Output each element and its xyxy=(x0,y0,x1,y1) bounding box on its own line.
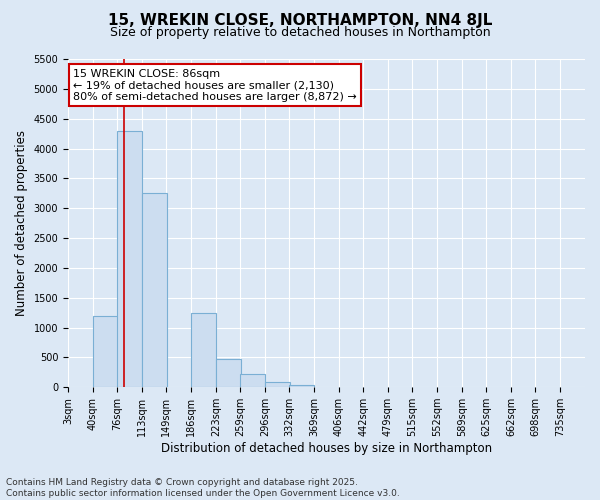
Text: 15, WREKIN CLOSE, NORTHAMPTON, NN4 8JL: 15, WREKIN CLOSE, NORTHAMPTON, NN4 8JL xyxy=(108,12,492,28)
Bar xyxy=(191,312,216,387)
Bar xyxy=(240,374,265,387)
Bar xyxy=(117,130,142,387)
Bar xyxy=(142,194,167,387)
Text: 15 WREKIN CLOSE: 86sqm
← 19% of detached houses are smaller (2,130)
80% of semi-: 15 WREKIN CLOSE: 86sqm ← 19% of detached… xyxy=(73,69,357,102)
Bar xyxy=(216,358,241,387)
Bar xyxy=(289,386,314,387)
X-axis label: Distribution of detached houses by size in Northampton: Distribution of detached houses by size … xyxy=(161,442,492,455)
Bar xyxy=(265,382,290,387)
Text: Size of property relative to detached houses in Northampton: Size of property relative to detached ho… xyxy=(110,26,490,39)
Y-axis label: Number of detached properties: Number of detached properties xyxy=(15,130,28,316)
Text: Contains HM Land Registry data © Crown copyright and database right 2025.
Contai: Contains HM Land Registry data © Crown c… xyxy=(6,478,400,498)
Bar xyxy=(93,316,118,387)
